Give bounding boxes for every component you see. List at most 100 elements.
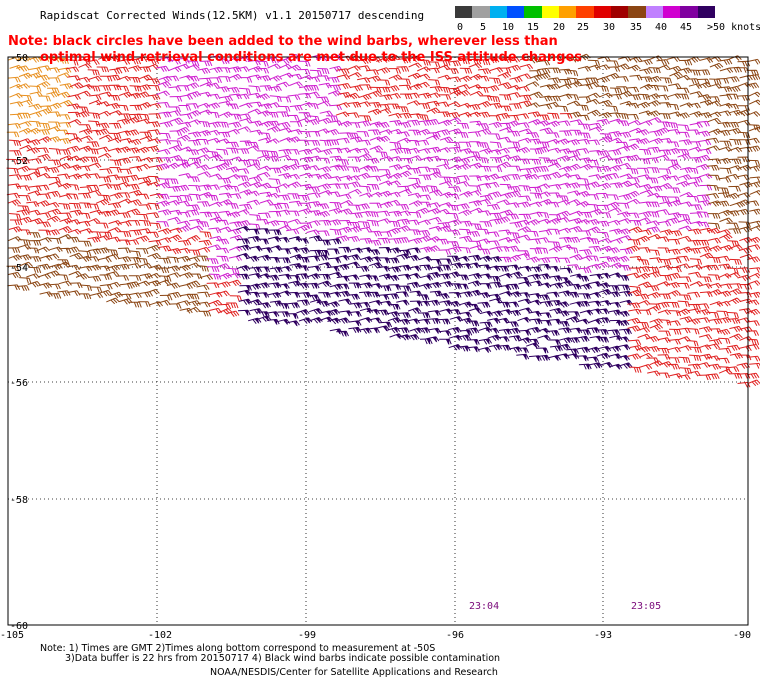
wind-barb [596,118,610,126]
wind-barb [508,141,521,148]
wind-barb [278,257,291,264]
wind-barb [86,203,100,210]
wind-barb [726,210,740,217]
wind-barb [677,218,692,225]
wind-barb [8,226,23,233]
wind-barb [459,148,473,155]
wind-barb [209,216,224,224]
wind-barb [436,292,450,300]
wind-barb [66,59,79,66]
wind-barb [477,198,492,205]
wind-barb [437,147,451,153]
wind-barb [237,220,251,227]
wind-barb [309,249,323,256]
wind-barb [718,146,732,153]
wind-barb [159,294,173,301]
wind-barb [729,66,742,73]
wind-barb [749,190,760,196]
wind-barb [717,300,731,307]
wind-barb [748,126,760,133]
wind-barb [626,245,640,252]
wind-barb [276,236,290,243]
wind-barb [376,121,390,129]
wind-barb [477,128,492,135]
wind-barb [227,267,240,275]
wind-barb [587,109,601,117]
wind-barb [627,182,641,189]
wind-barb [406,100,421,106]
wind-barb [426,185,439,192]
wind-barb [477,248,491,255]
wind-barb [597,317,611,324]
wind-barb [486,181,500,188]
wind-barb [79,240,92,247]
wind-barb [656,85,669,92]
wind-barb [376,265,391,272]
wind-barb [298,208,312,215]
wind-barb [67,111,81,118]
wind-barb [357,139,371,146]
wind-barb [106,264,121,272]
wind-barb [629,220,642,226]
wind-barb [599,256,613,263]
wind-barb [656,236,670,243]
wind-barb [267,257,280,263]
wind-barb [567,236,581,244]
wind-barb [128,257,142,263]
wind-barb [726,344,741,351]
wind-barb [546,291,560,298]
wind-barb [56,91,71,99]
wind-barb [507,64,521,72]
wind-barb [367,75,382,83]
wind-barb [506,238,521,244]
wind-barb [27,281,42,288]
wind-barb [728,288,742,295]
wind-barb [429,290,443,297]
map-frame [7,56,749,626]
wind-barb [749,225,760,232]
wind-barb [396,318,411,325]
wind-barb [38,95,51,102]
wind-barb [79,228,93,234]
wind-barb [499,192,514,199]
wind-barb [628,289,642,297]
wind-barb [469,223,482,230]
wind-barb [658,113,671,120]
wind-barb [527,111,542,118]
wind-barb [156,163,170,170]
wind-barb [658,102,672,108]
wind-barb [399,93,413,100]
wind-barb [506,202,520,208]
wind-barb [168,291,182,299]
wind-barb [437,111,451,118]
wind-barb [216,219,229,226]
wind-barb [396,299,410,306]
wind-barb [237,309,251,316]
wind-barb [128,199,142,206]
wind-barb [666,282,681,289]
wind-barb [678,345,692,351]
wind-barb [136,257,149,265]
wind-barb [726,222,739,229]
wind-barb [708,338,723,346]
wind-barb [87,236,101,243]
wind-barb [637,217,651,223]
wind-barb [559,267,573,274]
wind-barb [348,282,362,289]
wind-barb [478,264,491,271]
wind-barb [555,105,569,112]
wind-barb [688,239,702,246]
wind-barb [346,92,360,100]
wind-barb [148,239,162,246]
wind-barb [88,112,101,119]
wind-barb [627,64,641,72]
wind-barb [147,202,160,210]
wind-barb [318,148,333,156]
wind-barb [408,168,421,174]
wind-barb [228,73,243,81]
wind-barb [117,157,131,164]
wind-barb [286,114,300,121]
wind-barb [368,239,382,246]
legend-label: 20 [553,22,566,33]
wind-barb [357,77,371,84]
